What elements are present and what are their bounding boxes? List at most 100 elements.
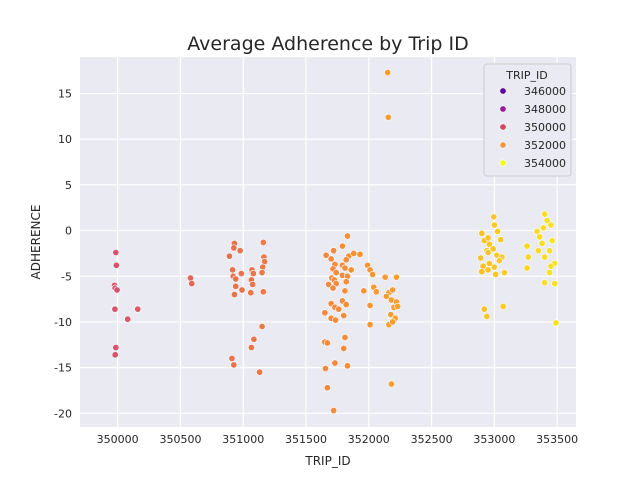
y-tick-label: -15 xyxy=(54,362,72,375)
x-tick-label: 350000 xyxy=(97,433,139,446)
data-point xyxy=(384,113,392,121)
legend-marker xyxy=(499,159,507,167)
data-point xyxy=(232,282,240,290)
data-point xyxy=(188,280,196,288)
legend-entry-label: 352000 xyxy=(524,139,566,152)
x-tick-label: 351500 xyxy=(285,433,327,446)
data-point xyxy=(347,266,355,274)
data-point xyxy=(259,238,267,246)
data-point xyxy=(335,305,343,313)
data-point xyxy=(332,316,340,324)
y-tick-label: 10 xyxy=(58,133,72,146)
data-point xyxy=(225,252,233,260)
data-point xyxy=(369,270,377,278)
data-point xyxy=(499,302,507,310)
data-point xyxy=(494,227,502,235)
data-point xyxy=(372,288,380,296)
data-point xyxy=(112,261,120,269)
data-point xyxy=(330,247,338,255)
legend-entry-label: 350000 xyxy=(524,121,566,134)
data-point xyxy=(124,315,132,323)
data-point xyxy=(329,284,337,292)
y-tick-label: -10 xyxy=(54,316,72,329)
data-point xyxy=(541,279,549,287)
data-point xyxy=(389,318,397,326)
data-point xyxy=(323,339,331,347)
data-point xyxy=(384,69,392,77)
legend-marker xyxy=(499,141,507,149)
y-axis-label: ADHERENCE xyxy=(29,205,43,280)
data-point xyxy=(484,266,492,274)
data-point xyxy=(342,278,350,286)
data-point xyxy=(546,247,554,255)
legend-marker xyxy=(499,123,507,131)
data-point xyxy=(356,250,364,258)
data-point xyxy=(134,305,142,313)
data-point xyxy=(483,312,491,320)
data-point xyxy=(323,384,331,392)
x-tick-label: 350500 xyxy=(159,433,201,446)
data-point xyxy=(497,236,505,244)
data-point xyxy=(480,305,488,313)
legend-marker xyxy=(499,105,507,113)
data-point xyxy=(236,247,244,255)
data-point xyxy=(524,253,532,261)
chart-title: Average Adherence by Trip ID xyxy=(187,33,468,55)
y-tick-label: -5 xyxy=(61,270,72,283)
data-point xyxy=(366,301,374,309)
data-point xyxy=(366,321,374,329)
data-point xyxy=(112,344,120,352)
y-tick-labels: -20 -15 -10 -5 0 5 10 15 xyxy=(54,88,72,421)
data-point xyxy=(552,319,560,327)
data-point xyxy=(381,273,389,281)
data-point xyxy=(340,312,348,320)
data-point xyxy=(258,269,266,277)
data-point xyxy=(478,268,486,276)
x-tick-label: 352500 xyxy=(411,433,453,446)
legend-entry-label: 346000 xyxy=(524,85,566,98)
data-point xyxy=(523,242,531,250)
data-point xyxy=(495,257,503,265)
data-point xyxy=(113,286,121,294)
x-tick-label: 353000 xyxy=(473,433,515,446)
legend-entry-label: 348000 xyxy=(524,103,566,116)
data-point xyxy=(547,262,555,270)
data-point xyxy=(523,264,531,272)
x-tick-labels: 350000 350500 351000 351500 352000 352500 3530… xyxy=(97,433,578,446)
data-point xyxy=(536,233,544,241)
legend: TRIP_ID 346000 348000 350000 352000 354000 xyxy=(483,63,572,177)
data-point xyxy=(541,210,549,218)
data-point xyxy=(387,380,395,388)
y-tick-label: -20 xyxy=(54,407,72,420)
data-point xyxy=(341,287,349,295)
data-point xyxy=(238,286,246,294)
data-point xyxy=(485,240,493,248)
data-point xyxy=(342,301,350,309)
data-point xyxy=(250,335,258,343)
data-point xyxy=(490,213,498,221)
legend-title: TRIP_ID xyxy=(505,69,547,82)
data-point xyxy=(538,239,546,247)
data-point xyxy=(477,254,485,262)
data-point xyxy=(331,359,339,367)
data-point xyxy=(330,407,338,415)
data-point xyxy=(484,234,492,242)
data-points xyxy=(111,69,560,415)
data-point xyxy=(321,365,329,373)
data-point xyxy=(541,253,549,261)
data-point xyxy=(228,354,236,362)
data-point xyxy=(342,256,350,264)
data-point xyxy=(350,249,358,257)
data-point xyxy=(534,247,542,255)
data-point xyxy=(341,264,349,272)
data-point xyxy=(539,224,547,232)
data-point xyxy=(338,242,346,250)
data-point xyxy=(111,351,119,359)
data-point xyxy=(478,229,486,237)
data-point xyxy=(389,286,397,294)
x-tick-label: 352000 xyxy=(348,433,390,446)
data-point xyxy=(489,245,497,253)
data-point xyxy=(484,249,492,257)
data-point xyxy=(230,361,238,369)
